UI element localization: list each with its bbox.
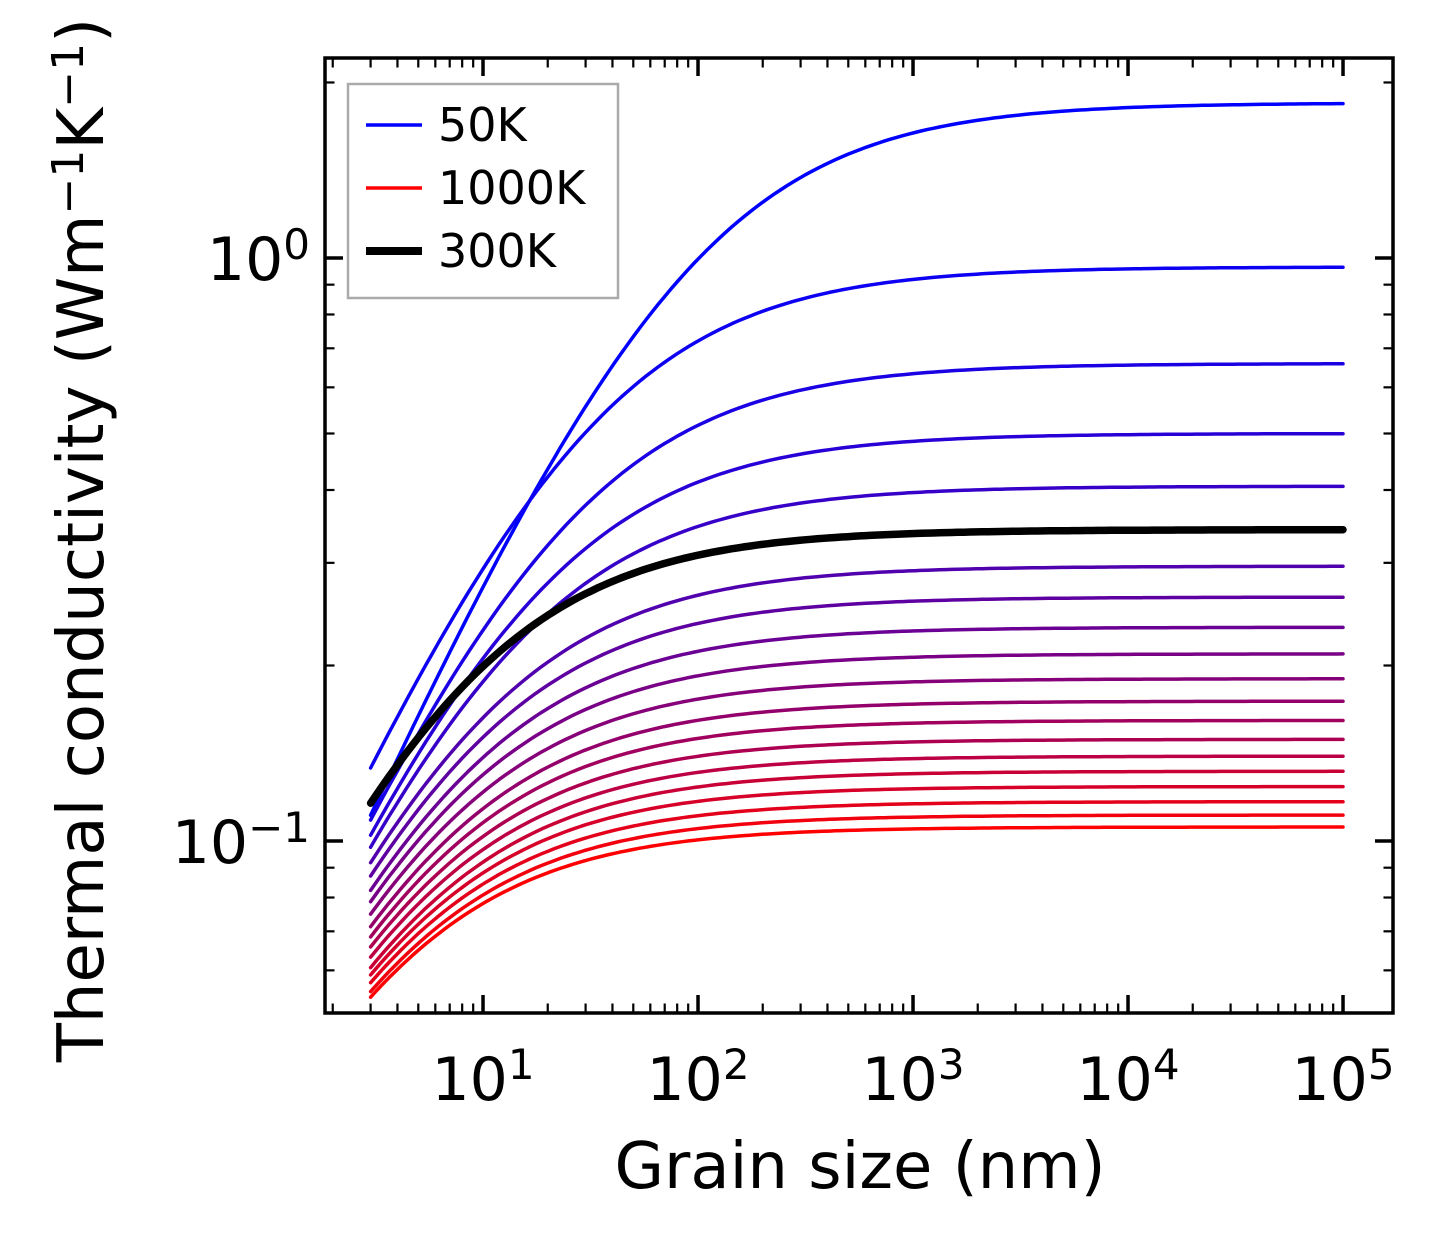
y-tick-label: 100	[207, 220, 310, 295]
curve-550K	[368, 677, 1345, 916]
x-tick-label: 104	[1076, 1040, 1179, 1115]
curve-900K	[368, 799, 1345, 985]
x-axis-label: Grain size (nm)	[614, 1130, 1105, 1204]
curve-600K	[368, 699, 1345, 929]
curve-950K	[368, 813, 1345, 994]
legend-label: 300K	[438, 224, 558, 278]
x-tick-label: 102	[646, 1040, 749, 1115]
curve-400K	[368, 595, 1345, 878]
x-tick-label: 101	[431, 1040, 534, 1115]
curve-700K	[368, 737, 1345, 949]
curve-800K	[368, 769, 1345, 970]
legend-label: 50K	[438, 98, 529, 152]
legend-box	[346, 82, 620, 300]
curve-1000K	[368, 825, 1345, 999]
curve-450K	[368, 625, 1345, 893]
curve-500K	[368, 652, 1345, 904]
x-tick-label: 105	[1291, 1040, 1394, 1115]
y-axis-label: Thermal conductivity (Wm−1K−1)	[43, 18, 119, 1063]
axes	[323, 56, 1395, 1015]
curve-300K	[366, 525, 1347, 807]
curve-850K	[368, 784, 1345, 977]
curve-100K	[368, 265, 1345, 770]
legend-label: 1000K	[438, 161, 587, 215]
legend: 50K 1000K 300K	[346, 82, 620, 300]
curve-lines	[366, 101, 1347, 999]
curve-200K	[368, 431, 1345, 837]
tick-labels: 101 102 103 104 105 100 10−1	[172, 220, 1395, 1115]
y-tick-label: 10−1	[172, 803, 310, 878]
curve-150K	[368, 362, 1345, 822]
curve-650K	[368, 718, 1345, 939]
x-tick-label: 103	[861, 1040, 964, 1115]
curve-350K	[368, 564, 1345, 865]
plot-border	[323, 56, 1395, 1015]
curve-750K	[368, 754, 1345, 959]
